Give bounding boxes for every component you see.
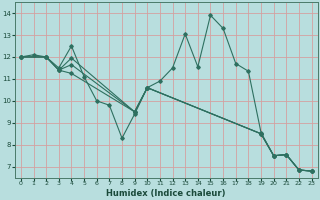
X-axis label: Humidex (Indice chaleur): Humidex (Indice chaleur) — [107, 189, 226, 198]
